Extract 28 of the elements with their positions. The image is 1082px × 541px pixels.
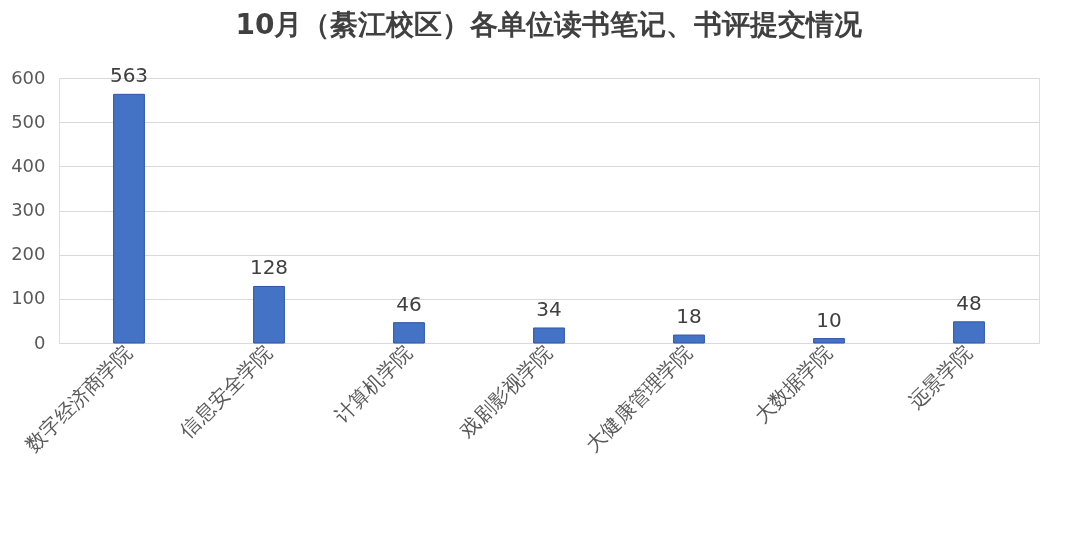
data-label: 18 xyxy=(676,304,702,329)
x-tick-label: 大健康管理学院 xyxy=(580,340,697,457)
y-tick-label: 400 xyxy=(11,154,46,176)
bar xyxy=(113,93,145,344)
bar xyxy=(393,322,425,344)
data-label: 128 xyxy=(249,255,289,280)
bar xyxy=(953,321,985,344)
x-tick-label: 信息安全学院 xyxy=(174,340,277,443)
data-label: 563 xyxy=(109,63,149,88)
y-tick-label: 300 xyxy=(11,199,46,220)
x-tick-label: 大数据学院 xyxy=(749,340,837,428)
y-tick-label: 600 xyxy=(11,66,46,88)
y-tick-label: 0 xyxy=(34,331,46,353)
bar xyxy=(253,285,285,344)
chart-title: 10月（綦江校区）各单位读书笔记、书评提交情况 xyxy=(235,8,864,42)
data-label: 46 xyxy=(396,291,422,316)
data-label: 48 xyxy=(956,290,982,315)
x-tick-label: 戏剧影视学院 xyxy=(454,340,557,443)
x-tick-label: 计算机学院 xyxy=(329,340,417,428)
bar xyxy=(533,327,565,344)
bar xyxy=(813,338,845,344)
x-tick-label: 远景学院 xyxy=(903,340,977,414)
data-label: 10 xyxy=(816,307,842,332)
bar xyxy=(673,334,705,344)
y-tick-label: 200 xyxy=(11,243,46,265)
data-label: 34 xyxy=(536,296,562,321)
y-tick-label: 500 xyxy=(11,110,46,132)
y-tick-label: 100 xyxy=(11,287,46,309)
